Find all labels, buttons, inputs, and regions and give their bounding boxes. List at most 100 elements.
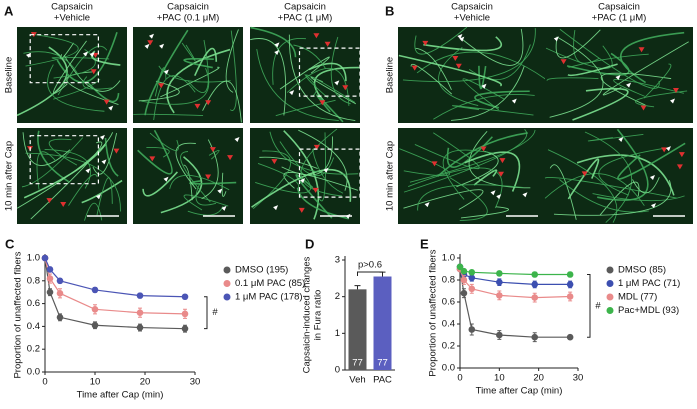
column-header: Capsaicin — [51, 2, 93, 13]
micrograph — [545, 27, 693, 123]
x-tick-label: 0 — [457, 373, 462, 384]
fiber — [437, 132, 528, 177]
fiber — [146, 147, 170, 158]
data-point — [468, 269, 476, 276]
fiber — [283, 130, 320, 220]
x-tick-label: 30 — [190, 377, 201, 388]
red-arrowhead — [205, 174, 212, 180]
legend-marker — [223, 280, 231, 287]
data-point — [531, 281, 539, 288]
column-header: Capsaicin — [284, 2, 326, 13]
series-line — [459, 266, 571, 276]
fiber — [403, 129, 527, 193]
y-tick-label: 1 — [335, 328, 340, 339]
red-arrowhead — [499, 158, 506, 164]
fiber — [25, 152, 121, 212]
red-arrowhead — [480, 146, 487, 152]
red-arrowhead — [158, 83, 165, 89]
fiber — [298, 129, 348, 191]
fiber — [464, 151, 521, 192]
column-header: Capsaicin — [167, 2, 209, 13]
x-tick-label: 20 — [140, 377, 151, 388]
y-axis-label: Proportion of unaffected fibers — [13, 251, 24, 378]
data-point — [456, 263, 464, 271]
white-arrowhead — [101, 159, 107, 165]
data-point — [91, 321, 99, 329]
white-arrowhead — [618, 136, 624, 142]
data-point — [181, 325, 189, 332]
fiber — [474, 90, 530, 109]
white-arrowhead — [626, 82, 632, 88]
red-arrowhead — [498, 171, 505, 177]
fiber — [23, 51, 80, 77]
bracket — [357, 271, 383, 276]
fiber — [597, 128, 649, 201]
fiber — [417, 184, 523, 211]
fiber — [293, 44, 326, 69]
red-arrowhead — [227, 155, 234, 161]
fiber — [169, 175, 230, 191]
fiber — [255, 169, 311, 194]
n-label: 77 — [352, 358, 363, 369]
white-arrowhead — [459, 36, 465, 42]
fiber — [154, 67, 167, 97]
red-arrowhead — [298, 207, 305, 213]
fiber — [56, 32, 118, 84]
data-point — [468, 326, 476, 333]
data-point — [468, 274, 476, 282]
y-tick-label: 2 — [335, 291, 340, 302]
fiber — [408, 167, 503, 209]
micrograph — [250, 128, 361, 224]
x-axis-label: Time after Cap (min) — [476, 386, 563, 397]
fiber — [81, 179, 123, 204]
data-point — [460, 267, 468, 275]
data-point — [56, 277, 64, 285]
data-point — [496, 270, 503, 277]
data-point — [136, 324, 144, 331]
red-arrowhead — [60, 202, 67, 208]
fiber — [225, 29, 239, 93]
dashed-box — [298, 47, 361, 97]
dashed-box — [29, 135, 99, 185]
fiber — [144, 29, 189, 116]
fiber — [399, 148, 451, 177]
fiber — [598, 147, 669, 196]
fiber — [300, 128, 342, 197]
micrograph — [133, 27, 243, 123]
fiber — [251, 168, 352, 208]
image-background — [398, 128, 546, 224]
white-arrowhead — [511, 98, 517, 104]
fiber — [478, 65, 487, 90]
fiber — [25, 34, 79, 67]
y-tick-label: 0.2 — [27, 344, 40, 355]
red-arrowhead — [452, 55, 459, 61]
legend-marker — [223, 293, 231, 301]
fiber — [183, 194, 229, 211]
fiber — [547, 149, 618, 223]
y-tick-label: 1.0 — [442, 253, 455, 264]
fiber — [275, 99, 336, 117]
red-arrowhead — [92, 52, 99, 58]
fiber — [53, 49, 96, 79]
white-arrowhead — [553, 36, 559, 42]
white-arrowhead — [217, 188, 223, 194]
red-arrowhead — [411, 65, 418, 71]
white-arrowhead — [159, 43, 165, 49]
column-header: +Vehicle — [54, 13, 90, 24]
fiber — [305, 74, 356, 103]
red-arrowhead — [313, 144, 320, 150]
dashed-box — [29, 34, 99, 84]
red-arrowhead — [678, 152, 685, 158]
fiber — [410, 63, 453, 95]
fiber — [576, 154, 675, 196]
white-arrowhead — [85, 168, 91, 174]
data-point — [460, 289, 468, 297]
fiber — [634, 90, 688, 108]
micrograph — [544, 128, 693, 224]
legend-marker — [606, 307, 614, 314]
red-arrowhead — [560, 59, 567, 65]
fiber — [149, 132, 179, 151]
fiber — [158, 65, 231, 83]
red-arrowhead — [194, 103, 201, 109]
legend-label: Pac+MDL (93) — [618, 305, 679, 316]
